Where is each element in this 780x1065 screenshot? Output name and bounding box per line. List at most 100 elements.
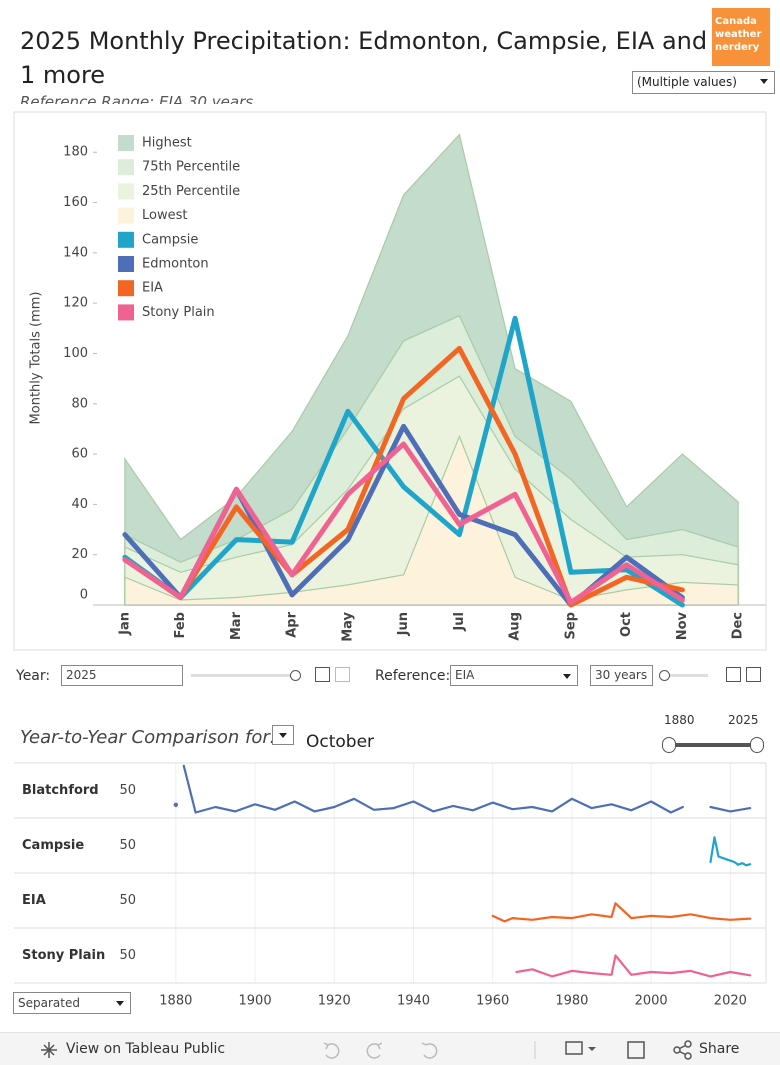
dropdown-arrow: [279, 733, 287, 738]
line-point: [173, 802, 179, 807]
y-tick-label: 160: [63, 195, 88, 210]
range-start: 1880: [664, 713, 695, 727]
filter-text: (Multiple values): [637, 75, 737, 89]
legend-label: Edmonton: [142, 257, 209, 272]
view-link[interactable]: View on Tableau Public: [66, 1041, 226, 1057]
x-tick-label: 1980: [555, 994, 588, 1009]
y-tick-label: 140: [63, 245, 88, 260]
range-band: [124, 434, 739, 606]
comparison-title: Year-to-Year Comparison for:: [20, 727, 276, 748]
revert-icon[interactable]: [421, 1042, 438, 1059]
x-tick-label: May: [340, 611, 355, 641]
period-input[interactable]: 30 years: [590, 665, 653, 686]
subtitle: Reference Range: EIA 30 years: [20, 93, 254, 104]
x-tick-label: Mar: [229, 611, 244, 640]
x-tick-label: Sep: [563, 612, 578, 640]
x-tick-label: Dec: [731, 612, 746, 639]
y-tick-label: 80: [71, 396, 88, 411]
legend-label: Stony Plain: [142, 305, 215, 320]
toolbar-icons: [323, 1041, 645, 1059]
x-tick-label: 1940: [397, 994, 430, 1009]
row-label: Blatchford: [22, 783, 99, 798]
tableau-icon: [41, 1042, 57, 1058]
layout-text: Separated: [18, 996, 80, 1010]
dropdown-arrow: [116, 1001, 124, 1006]
month-select[interactable]: [272, 725, 294, 745]
y-tick-label: 0: [80, 588, 88, 603]
year-slider[interactable]: [191, 674, 295, 677]
y-tick-label: 180: [63, 145, 88, 160]
period-slider[interactable]: [660, 674, 708, 677]
series-line: [491, 902, 752, 923]
x-tick-label: 2000: [635, 994, 668, 1009]
slider-handle[interactable]: [659, 670, 670, 681]
series-line: [122, 441, 685, 605]
legend-swatch: [118, 256, 134, 272]
legend-swatch: [118, 207, 134, 224]
legend-label: 75th Percentile: [142, 160, 240, 175]
y-axis-label: Monthly Totals (mm): [29, 292, 44, 425]
fullscreen-icon[interactable]: [627, 1041, 645, 1059]
y-tick-label: 50: [119, 838, 136, 853]
y-tick-label: 60: [71, 447, 88, 462]
row-label: Stony Plain: [22, 948, 105, 963]
reference-select[interactable]: EIA: [450, 665, 578, 686]
x-tick-label: 1960: [476, 994, 509, 1009]
year-chart: 1880 1900 1920 1940 1960 1980 2000 2020 Blatchfo…: [14, 762, 767, 1009]
x-tick-label: Apr: [285, 611, 300, 637]
x-tick-label: 1880: [159, 994, 192, 1009]
period-text: 30 years: [595, 668, 648, 682]
legend-label: EIA: [142, 281, 163, 296]
redo-icon[interactable]: [366, 1042, 383, 1059]
range-handle[interactable]: [662, 737, 676, 753]
year-input[interactable]: 2025: [61, 665, 183, 686]
slider-handle[interactable]: [290, 670, 301, 681]
station-filter[interactable]: (Multiple values): [632, 71, 775, 94]
range-end: 2025: [728, 713, 759, 727]
legend-swatch: [118, 159, 134, 176]
x-tick-label: Nov: [675, 611, 690, 640]
next-button[interactable]: [746, 667, 761, 682]
legend-swatch: [118, 280, 134, 297]
x-tick-label: Jul: [452, 612, 467, 632]
legend-swatch: [118, 135, 134, 151]
series-line: [122, 315, 685, 608]
x-tick-label: Oct: [619, 612, 634, 637]
x-tick-label: 1900: [239, 994, 272, 1009]
range-slider[interactable]: [668, 743, 756, 747]
share-link[interactable]: Share: [699, 1041, 740, 1057]
month-text: October: [306, 732, 375, 752]
legend-label: Campsie: [142, 232, 198, 247]
undo-icon[interactable]: [323, 1042, 340, 1059]
x-tick-label: Aug: [508, 612, 523, 641]
legend-label: Lowest: [142, 208, 187, 223]
prev-button[interactable]: [315, 667, 330, 682]
y-tick-label: 50: [119, 948, 136, 963]
logo[interactable]: Canada weather nerdery: [712, 8, 770, 66]
main-chart: 0 20 40 60 80 100 120 140 160 180 Jan Feb Mar Apr May J…: [63, 133, 766, 642]
series-line: [122, 345, 685, 608]
dropdown-arrow: [760, 79, 768, 84]
prev-button[interactable]: [726, 667, 741, 682]
legend-swatch: [118, 231, 134, 248]
range-handle[interactable]: [750, 737, 764, 753]
download-icon[interactable]: [565, 1041, 583, 1055]
share-icon[interactable]: [673, 1040, 693, 1060]
y-tick-label: 40: [71, 497, 88, 512]
y-tick-label: 100: [63, 346, 88, 361]
layout-select[interactable]: Separated: [13, 992, 131, 1014]
row-label: EIA: [22, 893, 46, 908]
series-line: [709, 805, 752, 813]
next-button[interactable]: [335, 667, 350, 682]
toolbar: View on Tableau Public Share: [0, 1032, 780, 1065]
legend-label: Highest: [142, 136, 192, 151]
y-tick-label: 20: [71, 547, 88, 562]
logo-text: Canada: [715, 16, 757, 27]
dropdown-arrow: [588, 1047, 596, 1051]
year-label: Year:: [16, 668, 51, 684]
logo-text: nerdery: [715, 42, 760, 53]
reference-label: Reference:: [375, 668, 451, 684]
dropdown-arrow: [563, 674, 571, 679]
